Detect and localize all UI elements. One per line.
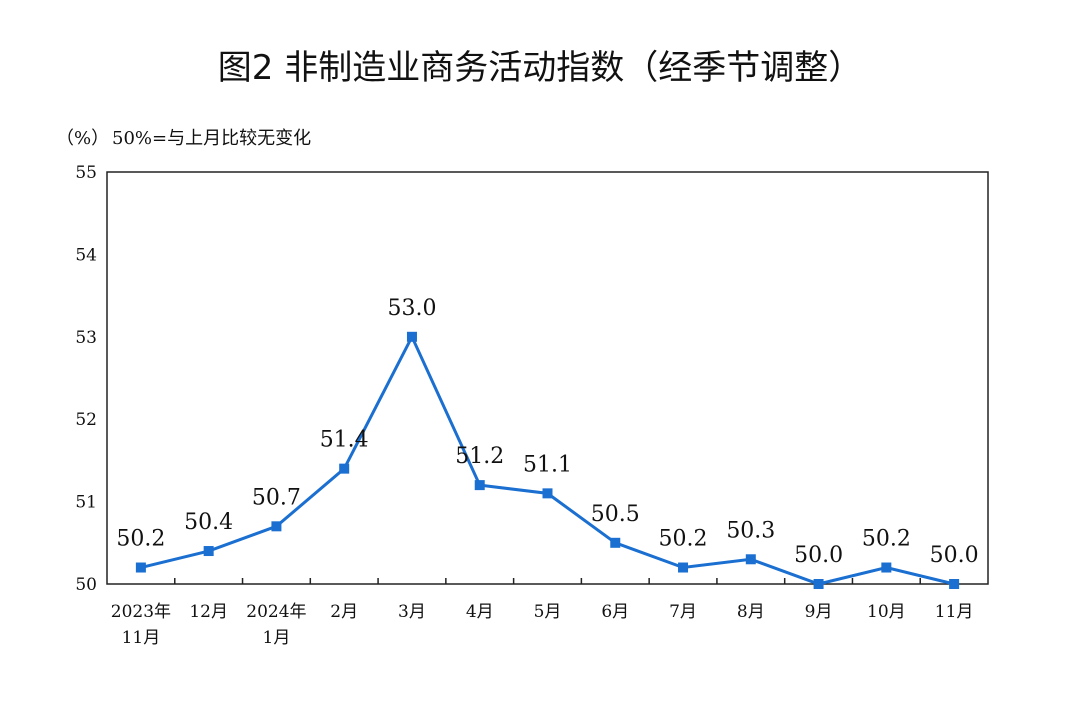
chart-annotation: 50%=与上月比较无变化	[112, 128, 312, 149]
data-point	[745, 554, 756, 565]
y-tick-label: 55	[75, 163, 97, 183]
data-label: 51.1	[523, 452, 572, 477]
x-tick-label: 8月	[737, 602, 765, 622]
data-label: 50.2	[116, 527, 165, 552]
data-point	[542, 488, 553, 499]
y-axis-unit: （%）	[56, 128, 110, 149]
data-point	[339, 463, 350, 474]
x-tick-label: 11月	[122, 628, 161, 648]
chart-title: 图2 非制造业商务活动指数（经季节调整）	[217, 48, 863, 88]
x-tick-label: 6月	[601, 602, 629, 622]
x-tick-label: 4月	[466, 602, 494, 622]
data-label: 50.5	[591, 502, 640, 527]
data-label: 51.2	[455, 444, 504, 469]
data-label: 53.0	[387, 296, 436, 321]
data-point	[271, 521, 282, 532]
data-point	[135, 562, 146, 573]
data-point	[474, 480, 485, 491]
data-point	[881, 562, 892, 573]
x-tick-label: 10月	[867, 602, 906, 622]
data-label: 50.7	[252, 485, 301, 510]
x-tick-label: 12月	[189, 602, 228, 622]
x-tick-label: 2024年	[246, 602, 306, 622]
data-point	[949, 579, 960, 589]
x-tick-label: 1月	[263, 628, 291, 648]
data-point	[406, 331, 417, 342]
data-point	[610, 537, 621, 548]
x-tick-label: 5月	[534, 602, 562, 622]
data-point	[813, 579, 824, 589]
x-tick-label: 2023年	[111, 602, 171, 622]
data-label: 50.2	[862, 527, 911, 552]
data-label: 50.0	[794, 543, 843, 568]
data-label: 51.4	[320, 428, 369, 453]
y-tick-label: 50	[75, 575, 97, 595]
data-label: 50.3	[726, 518, 775, 543]
x-tick-label: 3月	[398, 602, 426, 622]
x-tick-label: 2月	[330, 602, 358, 622]
y-tick-label: 52	[75, 410, 97, 430]
y-tick-label: 51	[75, 493, 97, 513]
x-tick-label: 7月	[669, 602, 697, 622]
data-point	[678, 562, 689, 573]
data-point	[203, 546, 214, 557]
data-label: 50.0	[930, 543, 979, 568]
data-label: 50.4	[184, 510, 233, 535]
plot-frame	[106, 171, 989, 585]
y-tick-label: 53	[75, 328, 97, 348]
x-tick-label: 9月	[805, 602, 833, 622]
x-tick-label: 11月	[935, 602, 974, 622]
y-tick-label: 54	[75, 245, 97, 265]
data-label: 50.2	[659, 527, 708, 552]
